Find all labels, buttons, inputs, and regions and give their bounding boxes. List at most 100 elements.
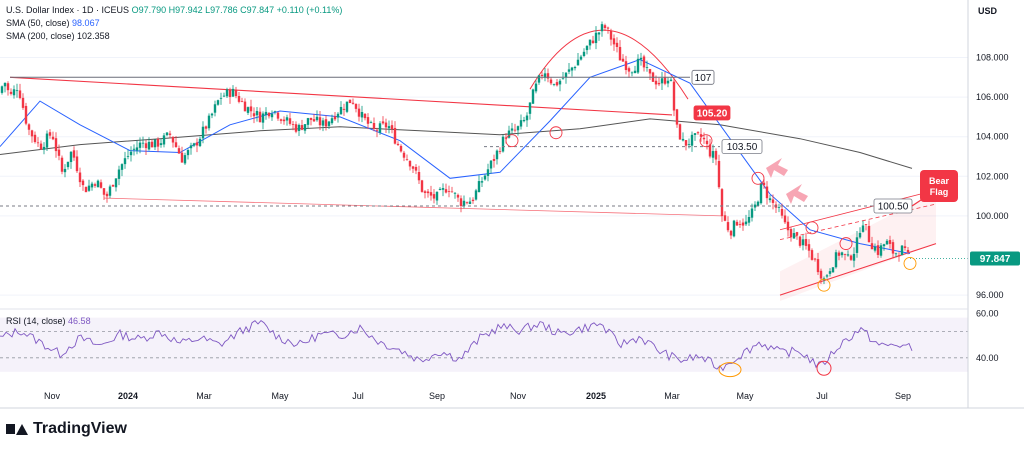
candle-body xyxy=(474,190,478,200)
candle-body xyxy=(672,81,676,111)
level-107-label: 107 xyxy=(695,73,712,84)
candle-body xyxy=(849,255,853,260)
rsi-line xyxy=(0,320,913,372)
candle-body xyxy=(381,121,385,124)
candle-body xyxy=(87,185,91,191)
candle-body xyxy=(819,270,823,279)
candle-body xyxy=(267,112,271,117)
candle-body xyxy=(663,77,667,84)
candle-body xyxy=(495,150,499,160)
candle-body xyxy=(51,136,55,140)
candle-body xyxy=(84,186,88,193)
candle-body xyxy=(450,191,454,193)
level-105-label: 105.20 xyxy=(697,108,728,119)
bear-flag-callout xyxy=(920,170,958,202)
candle-body xyxy=(906,249,910,253)
candle-body xyxy=(405,159,409,161)
candle-body xyxy=(438,188,442,190)
candle-body xyxy=(240,101,244,103)
candle-body xyxy=(108,186,112,196)
candle-body xyxy=(630,72,634,74)
candle-body xyxy=(414,166,418,171)
candle-body xyxy=(810,250,814,260)
candle-body xyxy=(636,58,640,73)
candle-body xyxy=(558,80,562,85)
candle-body xyxy=(666,80,670,84)
swing-circle-marker xyxy=(549,126,563,140)
candle-body xyxy=(138,142,142,148)
candle-body xyxy=(456,194,460,198)
candle-body xyxy=(780,209,784,216)
candle-body xyxy=(351,102,355,104)
candle-body xyxy=(177,148,181,154)
candle-body xyxy=(402,152,406,158)
candle-body xyxy=(201,126,205,139)
candle-body xyxy=(615,42,619,48)
candle-body xyxy=(897,255,901,257)
x-tick-label: May xyxy=(271,391,289,401)
candle-body xyxy=(312,119,316,122)
candle-body xyxy=(825,275,829,277)
candle-body xyxy=(216,100,220,105)
candle-body xyxy=(537,75,541,83)
candle-body xyxy=(498,151,502,153)
lower-trendline xyxy=(103,197,723,217)
candle-body xyxy=(891,242,895,254)
candle-body xyxy=(297,124,301,131)
candle-body xyxy=(390,125,394,130)
candle-body xyxy=(519,120,523,127)
candle-body xyxy=(708,144,712,157)
last-price-tag xyxy=(970,251,1020,266)
rsi-tick-label: 40.00 xyxy=(976,353,999,363)
candle-body xyxy=(528,102,532,114)
candle-body xyxy=(369,122,373,123)
candle-body xyxy=(711,151,715,158)
candle-body xyxy=(447,191,451,193)
candle-body xyxy=(258,111,262,123)
candle-body xyxy=(168,133,172,135)
candle-body xyxy=(348,99,352,104)
candle-body xyxy=(63,168,67,173)
candle-body xyxy=(657,82,661,85)
candle-body xyxy=(477,181,481,193)
x-tick-label: 2025 xyxy=(586,391,606,401)
candle-body xyxy=(621,58,625,62)
currency-label: USD xyxy=(978,6,998,16)
candle-body xyxy=(561,78,565,80)
candle-body xyxy=(15,90,19,92)
x-tick-label: Sep xyxy=(895,391,911,401)
candle-body xyxy=(378,123,382,133)
tradingview-brand[interactable]: TradingView xyxy=(6,420,127,438)
pink-arrow-icon xyxy=(786,184,808,204)
candle-body xyxy=(894,253,898,255)
candle-body xyxy=(288,118,292,124)
candle-body xyxy=(840,252,844,256)
candle-body xyxy=(93,184,97,186)
candle-body xyxy=(279,119,283,121)
candle-body xyxy=(552,83,556,85)
sma50-label: SMA (50, close) xyxy=(6,18,70,28)
candle-body xyxy=(360,112,364,118)
candle-body xyxy=(327,121,331,126)
candle-body xyxy=(249,106,253,112)
candle-body xyxy=(189,145,193,149)
candle-body xyxy=(186,150,190,156)
candle-body xyxy=(375,129,379,131)
candle-body xyxy=(501,136,505,152)
candle-body xyxy=(735,221,739,226)
candle-body xyxy=(699,134,703,137)
candle-body xyxy=(48,132,52,136)
candle-body xyxy=(756,201,760,207)
candle-body xyxy=(387,126,391,129)
candle-body xyxy=(795,232,799,236)
candle-body xyxy=(435,191,439,201)
candle-body xyxy=(105,193,109,197)
candle-body xyxy=(759,183,763,204)
swing-circle-marker xyxy=(805,221,819,235)
candle-body xyxy=(285,117,289,121)
candle-body xyxy=(330,118,334,124)
candle-body xyxy=(144,143,148,149)
brand-name: TradingView xyxy=(33,420,127,437)
candle-body xyxy=(225,89,229,97)
